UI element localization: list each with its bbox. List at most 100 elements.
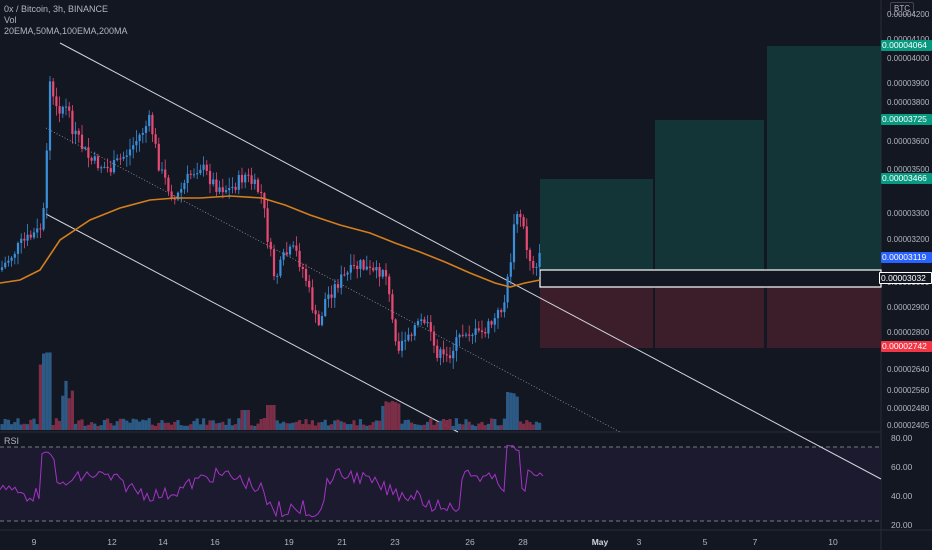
candle-body — [52, 81, 55, 97]
volume-bar — [237, 418, 241, 430]
candle-body — [336, 284, 340, 288]
candle-body — [202, 164, 205, 170]
candle-body — [416, 321, 420, 326]
volume-bar — [179, 425, 183, 430]
candle-body — [522, 217, 525, 227]
volume-bar — [493, 419, 497, 430]
volume-bar — [298, 420, 302, 430]
volume-bar — [349, 424, 353, 430]
volume-bar — [70, 390, 74, 430]
candle-body — [4, 262, 7, 268]
position-tool-2[interactable] — [655, 120, 764, 348]
candle-body — [288, 246, 292, 255]
candle-body — [452, 350, 455, 359]
candle-body — [442, 349, 445, 355]
position-tool-3[interactable] — [767, 46, 881, 348]
volume-bar — [406, 419, 410, 430]
volume-bar — [509, 392, 513, 430]
volume-bar — [512, 393, 516, 430]
candle-body — [48, 81, 52, 151]
candle-body — [407, 334, 410, 341]
volume-bar — [211, 420, 215, 430]
candle-body — [80, 134, 84, 149]
candle-body — [234, 186, 237, 190]
rsi-legend[interactable]: RSI — [4, 436, 20, 446]
candle-body — [340, 274, 343, 288]
candle-body — [26, 234, 29, 241]
candle-body — [352, 264, 356, 266]
candle-body — [218, 187, 221, 192]
indicator-legend[interactable]: 20EMA,50MA,100EMA,200MA — [4, 26, 128, 36]
candle-body — [410, 334, 413, 336]
volume-bar — [67, 398, 71, 430]
volume-bar — [278, 423, 282, 430]
candle-body — [272, 249, 276, 277]
price-axis-label: 0.00002560 — [887, 386, 930, 395]
candle-body — [461, 334, 464, 336]
volume-bar — [202, 418, 206, 430]
candle-body — [215, 179, 218, 192]
candle-body — [29, 234, 32, 238]
volume-bar — [330, 424, 334, 430]
volume-bar — [90, 422, 94, 430]
candle-body — [148, 114, 151, 127]
volume-bar — [122, 418, 126, 430]
candle-body — [183, 183, 186, 190]
volume-bar — [134, 419, 138, 430]
price-tag-target-1: 0.00003725 — [881, 114, 932, 125]
position-tool-1[interactable] — [540, 179, 653, 348]
candle-body — [141, 132, 144, 135]
volume-bar — [342, 422, 346, 430]
price-axis-label: 0.00004000 — [887, 54, 930, 63]
candle-body — [176, 192, 180, 200]
volume-bar — [294, 421, 298, 430]
candle-body — [256, 179, 260, 192]
volume-bar — [464, 419, 468, 430]
volume-bar — [250, 425, 254, 430]
volume-bar — [387, 402, 391, 430]
candle-body — [308, 280, 311, 288]
candle-body — [503, 302, 506, 313]
volume-bar — [234, 424, 238, 430]
volume-bar — [13, 422, 17, 430]
volume-bar — [221, 421, 225, 430]
channel-lower-line[interactable] — [45, 213, 459, 433]
volume-bar — [166, 422, 170, 430]
volume-bar — [96, 425, 100, 430]
channel-mid-line[interactable] — [45, 127, 621, 433]
candle-body — [205, 164, 208, 171]
volume-legend[interactable]: Vol — [4, 15, 17, 25]
candle-body — [404, 340, 407, 342]
candle-body — [381, 270, 384, 277]
volume-bar — [99, 425, 103, 430]
volume-bar — [74, 423, 78, 430]
channel-upper-line[interactable] — [59, 42, 882, 480]
candle-body — [535, 266, 538, 268]
candle-body — [384, 270, 388, 277]
candle-body — [84, 147, 87, 149]
volume-bar — [531, 424, 535, 430]
candle-body — [154, 134, 157, 144]
volume-bar — [173, 421, 177, 430]
candle-body — [372, 267, 375, 271]
candle-body — [250, 175, 253, 184]
symbol-legend[interactable]: 0x / Bitcoin, 3h, BINANCE — [4, 4, 109, 14]
time-axis-label: 14 — [158, 537, 168, 547]
candle-body — [228, 188, 231, 191]
candle-body — [429, 322, 432, 332]
candle-body — [365, 266, 368, 270]
candle-body — [170, 191, 173, 199]
time-axis-label: May — [591, 537, 609, 547]
volume-bar — [275, 420, 279, 430]
candle-body — [74, 130, 77, 135]
volume-bar — [262, 418, 266, 430]
candlestick-series — [0, 75, 541, 369]
rsi-line — [0, 444, 544, 518]
candle-body — [320, 316, 324, 326]
candle-body — [132, 145, 135, 150]
price-tag-entry-top: 0.00003466 — [881, 173, 932, 184]
volume-bar — [147, 418, 151, 430]
volume-bar — [83, 425, 87, 430]
volume-bar — [333, 420, 337, 430]
